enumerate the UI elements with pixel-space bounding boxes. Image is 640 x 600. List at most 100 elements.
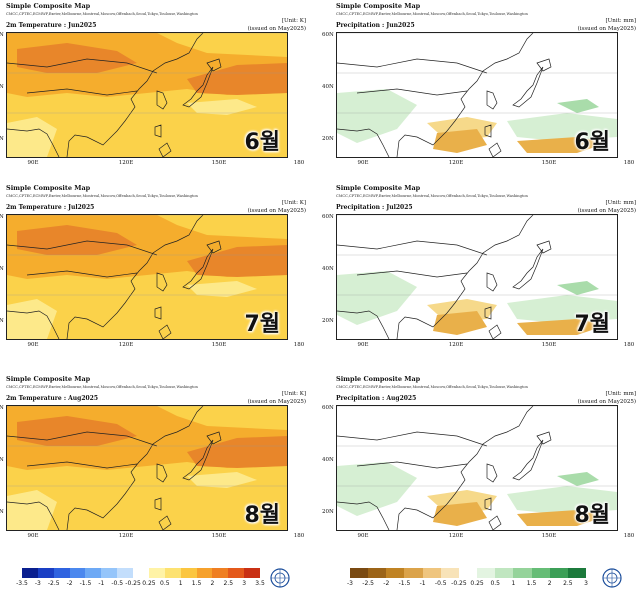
variable-title: Precipitation : Jul2025 [336, 204, 413, 211]
precipitation-colorbar: -3 -2.5 -2 -1.5 -1 -0.5 -0.25 0.25 0.5 1 1.5 2 2.5 3 [347, 568, 588, 590]
coastline [7, 128, 60, 157]
colorbar-segment [22, 568, 39, 578]
coastline [66, 33, 204, 157]
map-header: Simple Composite Map [336, 184, 421, 192]
colorbar-tick: -0.25 [451, 580, 467, 587]
coastline [206, 431, 222, 445]
colorbar-tick: 0.25 [142, 580, 156, 587]
longitude-label: 150E [211, 342, 227, 348]
colorbar-tick: -3 [34, 580, 41, 587]
map-header: Simple Composite Map [336, 2, 421, 10]
issued-label: (issued on May2025) [577, 26, 636, 32]
coastline [26, 88, 138, 96]
colorbar-segment [148, 568, 166, 578]
coastline [7, 240, 158, 256]
coastline [486, 272, 498, 292]
coastline [484, 306, 492, 320]
anomaly-region [433, 502, 487, 526]
colorbar-tick: -2.5 [47, 580, 60, 587]
coastline [154, 306, 162, 320]
colorbar-tick: 2.5 [563, 580, 573, 587]
colorbar-segment [495, 568, 514, 578]
unit-label: [Unit: mm] [605, 391, 636, 397]
coastline [396, 215, 534, 339]
variable-title: 2m Temperature : Jun2025 [6, 22, 97, 29]
panel-temp-jul: Simple Composite Map CMCC,CPTEC,ECMWF,Exe… [0, 184, 306, 364]
coastline [356, 461, 468, 469]
colorbar-segment [386, 568, 405, 578]
colorbar-tick: 1.5 [526, 580, 537, 587]
panel-temp-aug: Simple Composite Map CMCC,CPTEC,ECMWF,Exe… [0, 375, 306, 555]
longitude-label: 90E [27, 533, 39, 539]
anomaly-region [337, 89, 417, 143]
latitude-label: 40N [322, 84, 334, 90]
longitude-label: 90E [357, 342, 369, 348]
coastline [486, 90, 498, 110]
map-header: Simple Composite Map [6, 2, 91, 10]
colorbar-tick: -1.5 [79, 580, 92, 587]
colorbar-segment [244, 568, 261, 578]
colorbar-segment [440, 568, 460, 578]
longitude-label: 90E [27, 342, 39, 348]
anomaly-region [7, 490, 57, 530]
coastline [158, 142, 172, 157]
anomaly-region [337, 271, 417, 325]
anomaly-region [557, 281, 599, 295]
latitude-label: 40N [0, 266, 4, 272]
model-list: CMCC,CPTEC,ECMWF,Exeter,Melbourne,Montre… [336, 385, 528, 389]
longitude-label: 120E [448, 342, 464, 348]
map-header: Simple Composite Map [6, 184, 91, 192]
longitude-label: 120E [448, 160, 464, 166]
anomaly-region [517, 319, 607, 335]
colorbar-segment [133, 568, 150, 578]
colorbar-segment [196, 568, 213, 578]
issued-label: (issued on May2025) [247, 26, 306, 32]
map-header: Simple Composite Map [336, 375, 421, 383]
coastline [154, 124, 162, 138]
anomaly-region [187, 245, 287, 277]
longitude-label: 120E [448, 533, 464, 539]
coastline [158, 515, 172, 530]
month-label: 8월 [574, 503, 610, 528]
longitude-label: 150E [541, 160, 557, 166]
latitude-label: 20N [322, 318, 334, 324]
colorbar-segment [477, 568, 496, 578]
latitude-label: 40N [0, 457, 4, 463]
panel-temp-jun: Simple Composite Map CMCC,CPTEC,ECMWF,Exe… [0, 2, 306, 182]
model-list: CMCC,CPTEC,ECMWF,Exeter,Melbourne,Montre… [336, 194, 528, 198]
latitude-label: 60N [322, 405, 334, 411]
colorbar-tick: 3.5 [255, 580, 265, 587]
anomaly-region [17, 225, 137, 255]
unit-label: [Unit: K] [281, 200, 306, 206]
colorbar-segment [85, 568, 102, 578]
panel-precip-jun: Simple Composite Map CMCC,CPTEC,ECMWF,Exe… [322, 2, 636, 182]
coastline [337, 501, 390, 530]
coastline [156, 463, 168, 483]
unit-label: [Unit: mm] [605, 200, 636, 206]
anomaly-region [17, 43, 137, 73]
coastline [512, 248, 544, 290]
coastline [486, 463, 498, 483]
coastline [182, 66, 214, 108]
coastline [154, 497, 162, 511]
coastline [337, 58, 488, 74]
coastline [156, 90, 168, 110]
latitude-label: 20N [0, 318, 4, 324]
colorbar-tick: 0.5 [160, 580, 170, 587]
map-header: Simple Composite Map [6, 375, 91, 383]
coastline [484, 497, 492, 511]
temperature-colorbar: -3.5 -3 -2.5 -2 -1.5 -1 -0.5 -0.25 0.25 0.5 1 1.5 2 2… [16, 568, 265, 590]
wmo-logo-right [602, 568, 622, 588]
coastline [7, 58, 158, 74]
anomaly-region [187, 436, 287, 468]
anomaly-region [7, 299, 57, 339]
month-label: 7월 [574, 312, 610, 337]
panel-precip-jul: Simple Composite Map CMCC,CPTEC,ECMWF,Exe… [322, 184, 636, 364]
unit-label: [Unit: K] [281, 391, 306, 397]
latitude-label: 60N [322, 32, 334, 38]
variable-title: 2m Temperature : Aug2025 [6, 395, 99, 402]
coastline [182, 439, 214, 481]
anomaly-region [337, 462, 417, 516]
model-list: CMCC,CPTEC,ECMWF,Exeter,Melbourne,Montre… [6, 194, 198, 198]
colorbar-segment [404, 568, 424, 578]
